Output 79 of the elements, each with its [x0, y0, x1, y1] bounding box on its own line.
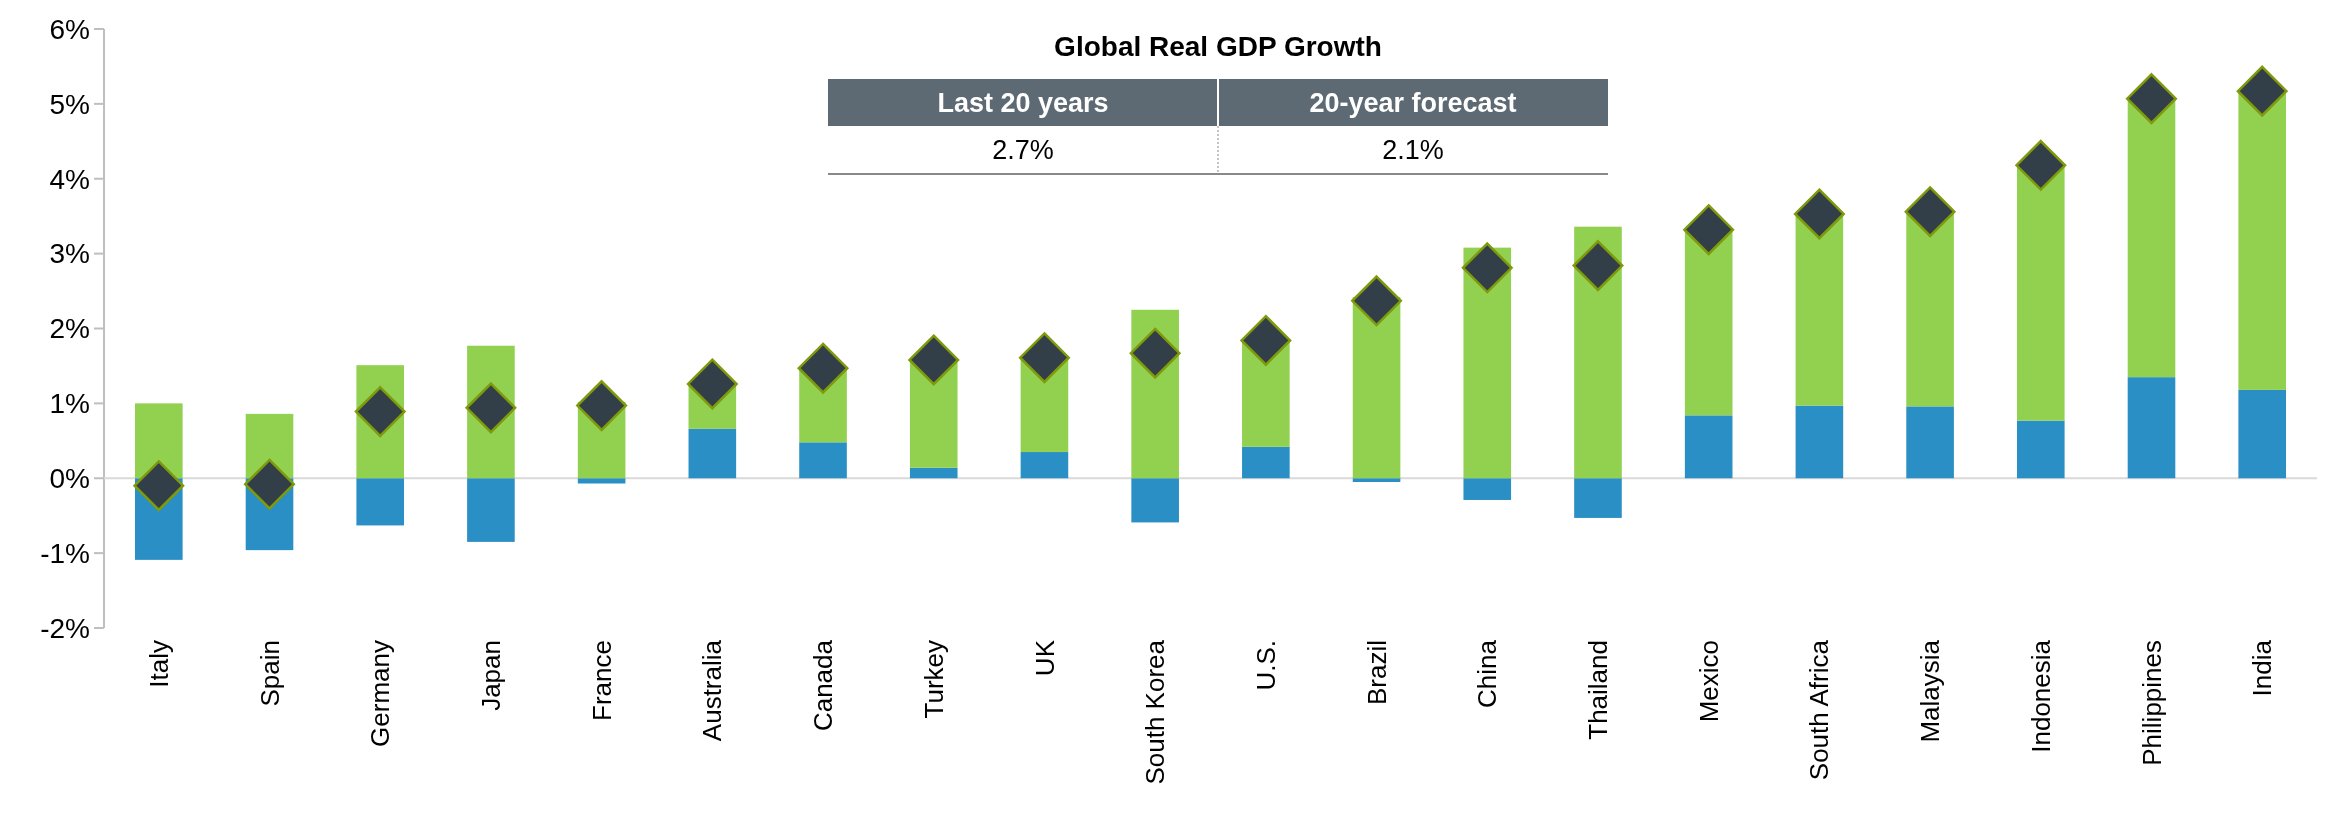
bar — [135, 403, 183, 479]
point — [2236, 65, 2288, 117]
point — [2015, 139, 2067, 191]
point — [797, 342, 849, 394]
point — [244, 458, 296, 510]
x-tick-label: India — [2247, 639, 2278, 697]
point — [1018, 332, 1070, 384]
y-tick-label: 6% — [49, 13, 90, 45]
x-tick-label: Germany — [365, 640, 396, 747]
bar — [1906, 211, 1954, 407]
annotation: 20-year forecast — [1309, 88, 1517, 119]
point — [2125, 73, 2177, 125]
y-tick-label: -1% — [40, 537, 90, 569]
x-tick-label: Australia — [697, 639, 728, 742]
bar — [1352, 478, 1401, 482]
annotation: Last 20 years — [937, 88, 1109, 119]
point — [133, 460, 185, 512]
bar — [1906, 406, 1954, 479]
x-tick-label: Japan — [476, 640, 507, 711]
bar — [2127, 99, 2176, 378]
bar — [688, 428, 737, 479]
x-tick-label: Mexico — [1693, 640, 1724, 723]
annotation: 2.1% — [1382, 135, 1444, 166]
bar — [1020, 452, 1069, 479]
point — [908, 334, 960, 386]
point — [1793, 188, 1845, 240]
bar — [909, 467, 958, 479]
x-tick-label: Turkey — [918, 640, 949, 719]
x-tick-label: UK — [1029, 639, 1060, 677]
x-tick-label: South Korea — [1140, 639, 1171, 785]
bar — [1463, 478, 1512, 500]
y-tick-label: 0% — [49, 463, 90, 495]
x-tick-label: South Africa — [1804, 639, 1835, 781]
bar — [1684, 230, 1733, 416]
x-tick-label: Indonesia — [2025, 639, 2056, 753]
y-tick-label: 3% — [49, 238, 90, 270]
bar — [1684, 415, 1733, 479]
point — [1351, 275, 1403, 327]
bar — [577, 478, 626, 484]
x-tick-label: Italy — [143, 640, 174, 688]
x-tick-label: Malaysia — [1915, 639, 1946, 743]
x-tick-label: China — [1472, 639, 1503, 708]
y-tick-label: 5% — [49, 88, 90, 120]
y-tick-label: 2% — [49, 313, 90, 345]
point — [354, 386, 406, 438]
point — [1904, 186, 1956, 238]
bar — [2016, 420, 2065, 479]
point — [1240, 314, 1292, 366]
chart-title: Global Real GDP Growth — [1054, 31, 1382, 62]
x-tick-label: Canada — [808, 639, 839, 732]
x-tick-label: Thailand — [1583, 640, 1614, 740]
bar — [2238, 389, 2286, 479]
bar — [1795, 405, 1844, 479]
x-tick-label: Philippines — [2136, 640, 2167, 766]
bar — [1574, 478, 1622, 518]
y-tick-label: 1% — [49, 388, 90, 420]
bar — [1131, 478, 1179, 523]
point — [465, 382, 517, 434]
bar — [1242, 446, 1290, 479]
point — [686, 358, 738, 410]
point — [576, 380, 628, 432]
bar — [467, 478, 515, 542]
point — [1683, 204, 1735, 256]
bar — [799, 442, 847, 479]
bar — [1795, 214, 1844, 406]
bar — [2238, 91, 2286, 390]
x-tick-label: U.S. — [1250, 640, 1281, 691]
x-tick-label: France — [586, 640, 617, 721]
point — [1129, 327, 1181, 379]
point — [1572, 240, 1624, 292]
y-tick-label: 4% — [49, 163, 90, 195]
y-tick-label: -2% — [40, 612, 90, 644]
bar — [2127, 377, 2176, 479]
x-tick-label: Brazil — [1361, 640, 1392, 706]
bar — [356, 478, 405, 526]
point — [1461, 242, 1513, 294]
annotation: 2.7% — [992, 135, 1054, 166]
bar — [2016, 165, 2065, 421]
x-tick-label: Spain — [254, 640, 285, 707]
